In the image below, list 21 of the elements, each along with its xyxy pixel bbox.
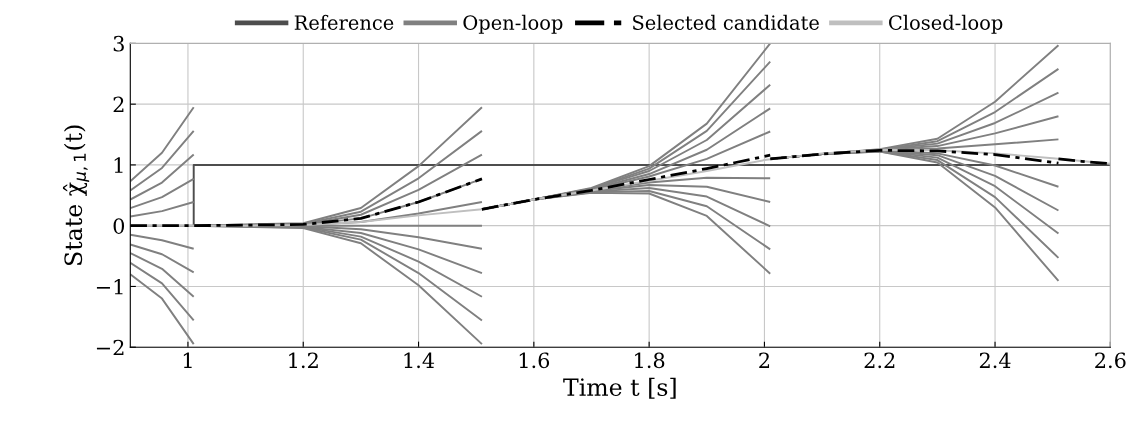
y-tick-label: 2 bbox=[113, 96, 124, 113]
x-tick-label: 1.8 bbox=[635, 352, 665, 369]
x-axis-title: Time t [s] bbox=[563, 377, 676, 399]
legend-label: Selected candidate bbox=[633, 14, 819, 30]
y-tick-label: −1 bbox=[96, 278, 123, 295]
legend-label: Reference bbox=[294, 14, 394, 30]
x-tick-label: 1.2 bbox=[289, 352, 318, 369]
y-tick-label: 1 bbox=[114, 157, 123, 173]
legend-label: Open-loop bbox=[463, 14, 563, 34]
x-tick-label: 2.4 bbox=[979, 352, 1011, 369]
x-tick-label: 2 bbox=[759, 352, 770, 368]
legend-label: Closed-loop bbox=[889, 14, 1003, 34]
x-tick-label: 1.6 bbox=[519, 352, 550, 369]
x-tick-label: 2.6 bbox=[1095, 352, 1126, 369]
x-tick-label: 1 bbox=[183, 352, 192, 368]
y-tick-label: 3 bbox=[113, 35, 124, 52]
y-tick-label: 0 bbox=[113, 218, 125, 234]
x-tick-label: 1.4 bbox=[404, 352, 435, 369]
x-tick-label: 2.2 bbox=[864, 352, 895, 369]
y-tick-label: −2 bbox=[96, 339, 124, 356]
y-axis-title: State χ̂$_{μ,1}$(t) bbox=[62, 125, 90, 265]
